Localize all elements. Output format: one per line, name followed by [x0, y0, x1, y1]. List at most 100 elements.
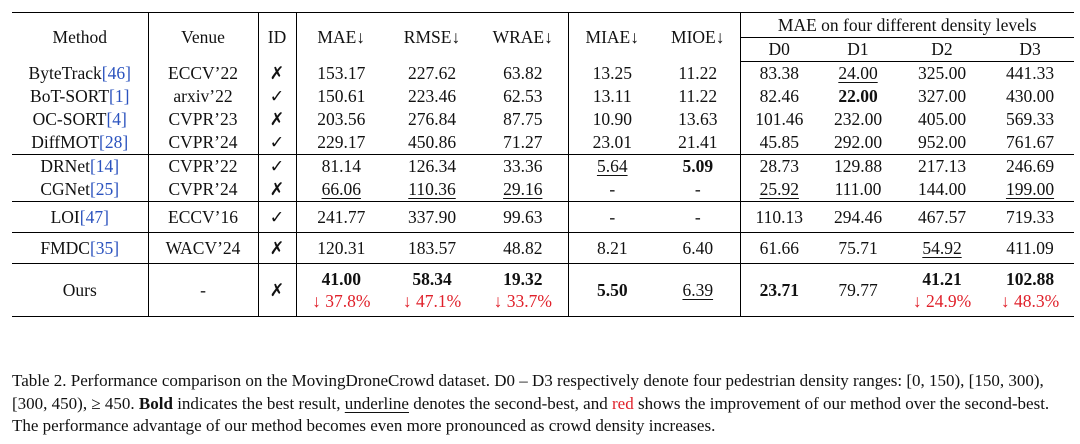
rmse-cell: 223.46 — [407, 86, 457, 106]
header-d0: D0 — [740, 37, 818, 62]
miae-cell: 13.11 — [592, 86, 632, 106]
caption-underline-word: underline — [344, 393, 409, 413]
table-caption: Table 2. Performance comparison on the M… — [12, 370, 1072, 438]
mae-cell: 229.17 — [317, 132, 366, 152]
id-cell: ✗ — [258, 232, 297, 264]
id-cell: ✗ — [258, 61, 297, 85]
d3-cell: 719.33 — [986, 201, 1075, 233]
wrae-cell: 71.27 — [478, 131, 569, 155]
header-miae: MIAE↓ — [568, 12, 656, 62]
best-value: 22.00 — [838, 86, 878, 106]
citation-link[interactable]: [47] — [79, 206, 109, 227]
method-cell: LOI[47] — [12, 201, 149, 233]
mae-cell: 241.77 — [296, 201, 386, 233]
table-row: LOI[47] ECCV’16 ✓ 241.77 337.90 99.63 - … — [12, 201, 1075, 233]
wrae-cell: 87.75 — [478, 108, 569, 131]
best-value: 19.32 — [503, 269, 543, 289]
caption-bold-word: Bold — [138, 393, 173, 413]
miae-cell: 5.64 — [568, 154, 656, 178]
method-name: DiffMOT — [31, 132, 100, 152]
header-id: ID — [258, 12, 297, 62]
mae-cell: 150.61 — [317, 86, 366, 106]
id-cell: ✗ — [258, 108, 297, 131]
caption-text: indicates the best result, — [172, 393, 345, 413]
mae-cell: 66.06 — [296, 178, 386, 202]
d0-cell: 61.66 — [740, 232, 818, 264]
best-value: 41.21 — [922, 269, 962, 289]
best-value: 41.00 — [321, 269, 361, 289]
id-cell: ✓ — [258, 201, 297, 233]
method-name: LOI — [50, 206, 80, 227]
d0-cell: 82.46 — [759, 86, 799, 106]
header-subrow: D0 D1 D2 D3 — [12, 37, 1075, 62]
wrae-cell: 29.16 — [478, 178, 569, 202]
second-best-value: 24.00 — [838, 63, 878, 83]
caption-text: denotes the second-best, and — [408, 393, 612, 413]
rmse-cell: 227.62 — [407, 62, 457, 83]
d1-cell: 22.00 — [818, 85, 898, 108]
header-d3: D3 — [986, 37, 1075, 62]
second-best-value: 25.92 — [759, 179, 799, 199]
header-wrae: WRAE↓ — [478, 12, 569, 62]
improvement-value: ↓ 47.1% — [402, 291, 462, 311]
table-row: FMDC[35] WACV’24 ✗ 120.31 183.57 48.82 8… — [12, 232, 1075, 264]
citation-link[interactable]: [46] — [101, 62, 131, 83]
d1-cell: 24.00 — [818, 62, 898, 86]
citation-link[interactable]: [28] — [99, 132, 129, 152]
d1-cell: 232.00 — [833, 109, 883, 129]
table-row: CGNet[25] CVPR’24 ✗ 66.06 110.36 29.16 -… — [12, 178, 1074, 202]
header-venue: Venue — [148, 12, 259, 62]
method-cell: OC-SORT[4] — [12, 108, 149, 131]
citation-link[interactable]: [25] — [89, 179, 120, 199]
d3-cell: 569.33 — [1005, 109, 1055, 129]
citation-link[interactable]: [1] — [109, 86, 130, 106]
miae-cell: 23.01 — [592, 132, 632, 152]
second-best-value: 5.64 — [596, 156, 628, 176]
second-best-value: 110.36 — [408, 179, 456, 199]
header-density-group: MAE on four different density levels — [740, 12, 1075, 38]
mae-cell: 81.14 — [296, 154, 386, 178]
rmse-cell: 276.84 — [407, 109, 457, 129]
d2-cell: 952.00 — [917, 132, 967, 152]
d1-cell: 111.00 — [834, 179, 882, 199]
method-cell: DiffMOT[28] — [12, 131, 149, 155]
caption-text: shows the improvement of our method over… — [12, 393, 1050, 436]
second-best-value: 66.06 — [321, 179, 361, 199]
best-value: 23.71 — [759, 280, 799, 300]
wrae-cell: 48.82 — [478, 232, 569, 264]
d2-cell: 405.00 — [917, 109, 967, 129]
citation-link[interactable]: [14] — [89, 156, 120, 176]
d3-cell: 441.33 — [1005, 63, 1055, 83]
d0-cell: 110.13 — [740, 201, 818, 233]
improvement-value: ↓ 33.7% — [493, 291, 552, 311]
citation-link[interactable]: [35] — [89, 237, 120, 258]
mioe-cell: 6.40 — [656, 232, 741, 264]
d2-cell: 144.00 — [917, 179, 967, 199]
header-rmse: RMSE↓ — [386, 12, 478, 62]
mioe-cell: 5.09 — [656, 154, 741, 178]
citation-link[interactable]: [4] — [106, 109, 127, 129]
miae-cell: 10.90 — [592, 109, 632, 129]
d0-cell: 45.85 — [759, 132, 799, 152]
d0-cell: 25.92 — [740, 178, 818, 202]
rmse-cell: 183.57 — [386, 232, 478, 264]
miae-cell: 13.25 — [592, 62, 632, 83]
method-cell: Ours — [12, 263, 149, 317]
header-d2: D2 — [898, 37, 986, 62]
best-value: 102.88 — [1005, 269, 1055, 289]
improvement-value: ↓ 37.8% — [312, 291, 371, 311]
d0-cell: 28.73 — [740, 154, 818, 178]
second-best-value: 6.39 — [682, 280, 714, 300]
header-row: Method Venue ID MAE↓ RMSE↓ WRAE↓ MIAE↓ M… — [12, 12, 1075, 62]
second-best-value: 29.16 — [503, 179, 543, 199]
venue-cell: arxiv’22 — [148, 85, 259, 108]
wrae-cell: 62.53 — [478, 85, 569, 108]
table-row: DiffMOT[28] CVPR’24 ✓ 229.17 450.86 71.2… — [12, 131, 1074, 155]
rmse-cell: 110.36 — [386, 178, 478, 202]
table-row: ByteTrack[46] ECCV’22 ✗ 153.17 227.62 63… — [12, 61, 1074, 86]
d2-cell: 41.21 ↓ 24.9% — [898, 263, 986, 317]
miae-cell: - — [568, 201, 656, 233]
header-method: Method — [12, 12, 149, 62]
improvement-value: ↓ 48.3% — [1000, 291, 1060, 311]
venue-cell: CVPR’24 — [148, 131, 259, 155]
